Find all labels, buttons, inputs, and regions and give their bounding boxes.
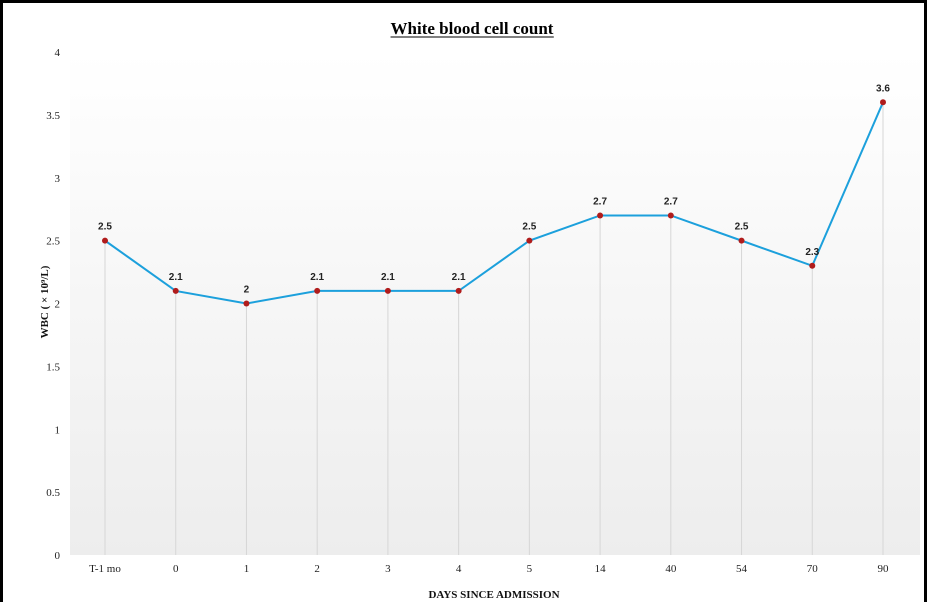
data-point (739, 238, 745, 244)
data-label: 2.7 (664, 196, 678, 207)
data-point (668, 212, 674, 218)
y-tick-label: 1 (55, 424, 61, 436)
y-tick-label: 2.5 (46, 236, 60, 248)
x-tick-label: 1 (244, 563, 250, 575)
chart-title: White blood cell count (391, 19, 554, 38)
y-tick-label: 0 (55, 550, 61, 562)
y-tick-label: 0.5 (46, 487, 60, 499)
y-tick-label: 1.5 (46, 361, 60, 373)
data-point (243, 301, 249, 307)
x-tick-label: 14 (595, 563, 607, 575)
x-tick-label: 5 (527, 563, 533, 575)
data-label: 2.7 (593, 196, 607, 207)
data-point (173, 288, 179, 294)
data-point (809, 263, 815, 269)
x-tick-label: 4 (456, 563, 462, 575)
x-tick-label: 90 (878, 563, 890, 575)
data-point (456, 288, 462, 294)
x-axis-label: DAYS SINCE ADMISSION (428, 589, 559, 601)
x-tick-label: 40 (665, 563, 677, 575)
data-point (102, 238, 108, 244)
y-tick-label: 2 (55, 299, 61, 311)
data-label: 2.1 (381, 272, 395, 283)
x-tick-label: 54 (736, 563, 748, 575)
data-label: 2.1 (310, 272, 324, 283)
x-tick-label: 2 (314, 563, 320, 575)
data-point (526, 238, 532, 244)
y-axis-label: WBC ( × 10⁹/L) (39, 265, 51, 338)
data-label: 2.1 (452, 272, 466, 283)
x-tick-label: 70 (807, 563, 819, 575)
data-label: 2 (244, 285, 250, 296)
data-point (597, 212, 603, 218)
x-tick-label: 0 (173, 563, 179, 575)
data-label: 2.3 (805, 247, 819, 258)
data-point (314, 288, 320, 294)
data-point (880, 99, 886, 105)
y-tick-label: 4 (55, 47, 61, 59)
plot-area (70, 52, 920, 555)
data-label: 2.5 (735, 222, 749, 233)
data-label: 2.5 (522, 222, 536, 233)
x-tick-label: 3 (385, 563, 391, 575)
x-tick-label: T-1 mo (89, 563, 121, 575)
y-tick-label: 3.5 (46, 110, 60, 122)
x-axis-ticks: T-1 mo 0 1 2 3 4 5 14 40 54 70 90 (89, 563, 889, 575)
data-label: 2.1 (169, 272, 183, 283)
y-tick-label: 3 (55, 173, 61, 185)
data-label: 3.6 (876, 83, 890, 94)
data-label: 2.5 (98, 222, 112, 233)
data-point (385, 288, 391, 294)
